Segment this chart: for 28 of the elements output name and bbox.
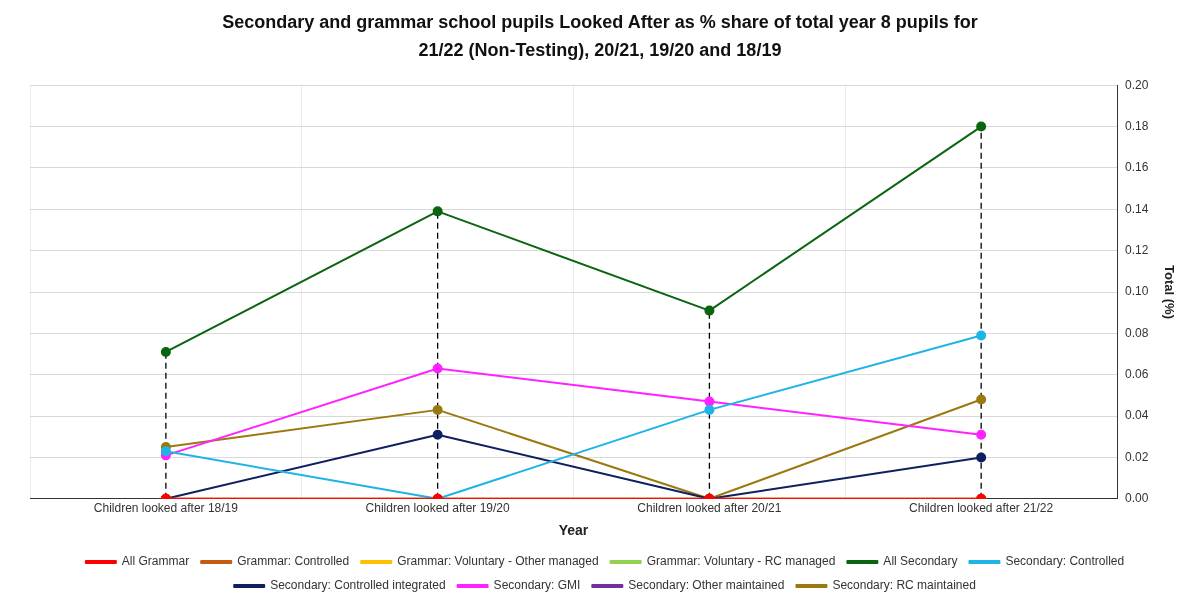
legend-label: Grammar: Voluntary - RC managed xyxy=(646,554,836,569)
legend-label: Grammar: Controlled xyxy=(237,554,350,569)
legend-label: Secondary: RC maintained xyxy=(832,578,976,593)
y-tick-label: 0.20 xyxy=(1125,77,1149,92)
y-axis-title: Total (%) xyxy=(1161,265,1177,319)
legend-label: Secondary: Controlled xyxy=(1005,554,1125,569)
chart-title: Secondary and grammar school pupils Looked After as % share of total year 8 pupils for 21/22 (Non-Testing), 20/21, 19/20 and 18/19 xyxy=(221,11,979,62)
legend-label: All Secondary xyxy=(883,554,958,569)
y-tick-label: 0.16 xyxy=(1125,160,1149,175)
y-tick-label: 0.04 xyxy=(1125,408,1149,423)
y-tick-label: 0.08 xyxy=(1125,325,1149,340)
x-tick-label: Children looked after 20/21 xyxy=(637,501,782,516)
legend-label: Secondary: Controlled integrated xyxy=(270,578,446,593)
legend-label: Secondary: GMI xyxy=(493,578,581,593)
x-tick-label: Children looked after 19/20 xyxy=(365,501,511,516)
legend-label: Secondary: Other maintained xyxy=(628,578,785,593)
x-tick-label: Children looked after 21/22 xyxy=(909,501,1054,516)
y-tick-label: 0.10 xyxy=(1125,284,1149,299)
x-tick-label: Children looked after 18/19 xyxy=(93,501,239,516)
y-tick-label: 0.12 xyxy=(1125,242,1149,257)
legend-label: All Grammar xyxy=(121,554,190,569)
y-tick-label: 0.14 xyxy=(1125,201,1149,216)
y-tick-label: 0.00 xyxy=(1125,491,1149,506)
legend-label: Grammar: Voluntary - Other managed xyxy=(397,554,599,569)
y-tick-label: 0.02 xyxy=(1125,449,1149,464)
y-tick-label: 0.18 xyxy=(1125,118,1149,133)
x-axis-title: Year xyxy=(558,522,589,539)
y-tick-label: 0.06 xyxy=(1125,367,1149,382)
